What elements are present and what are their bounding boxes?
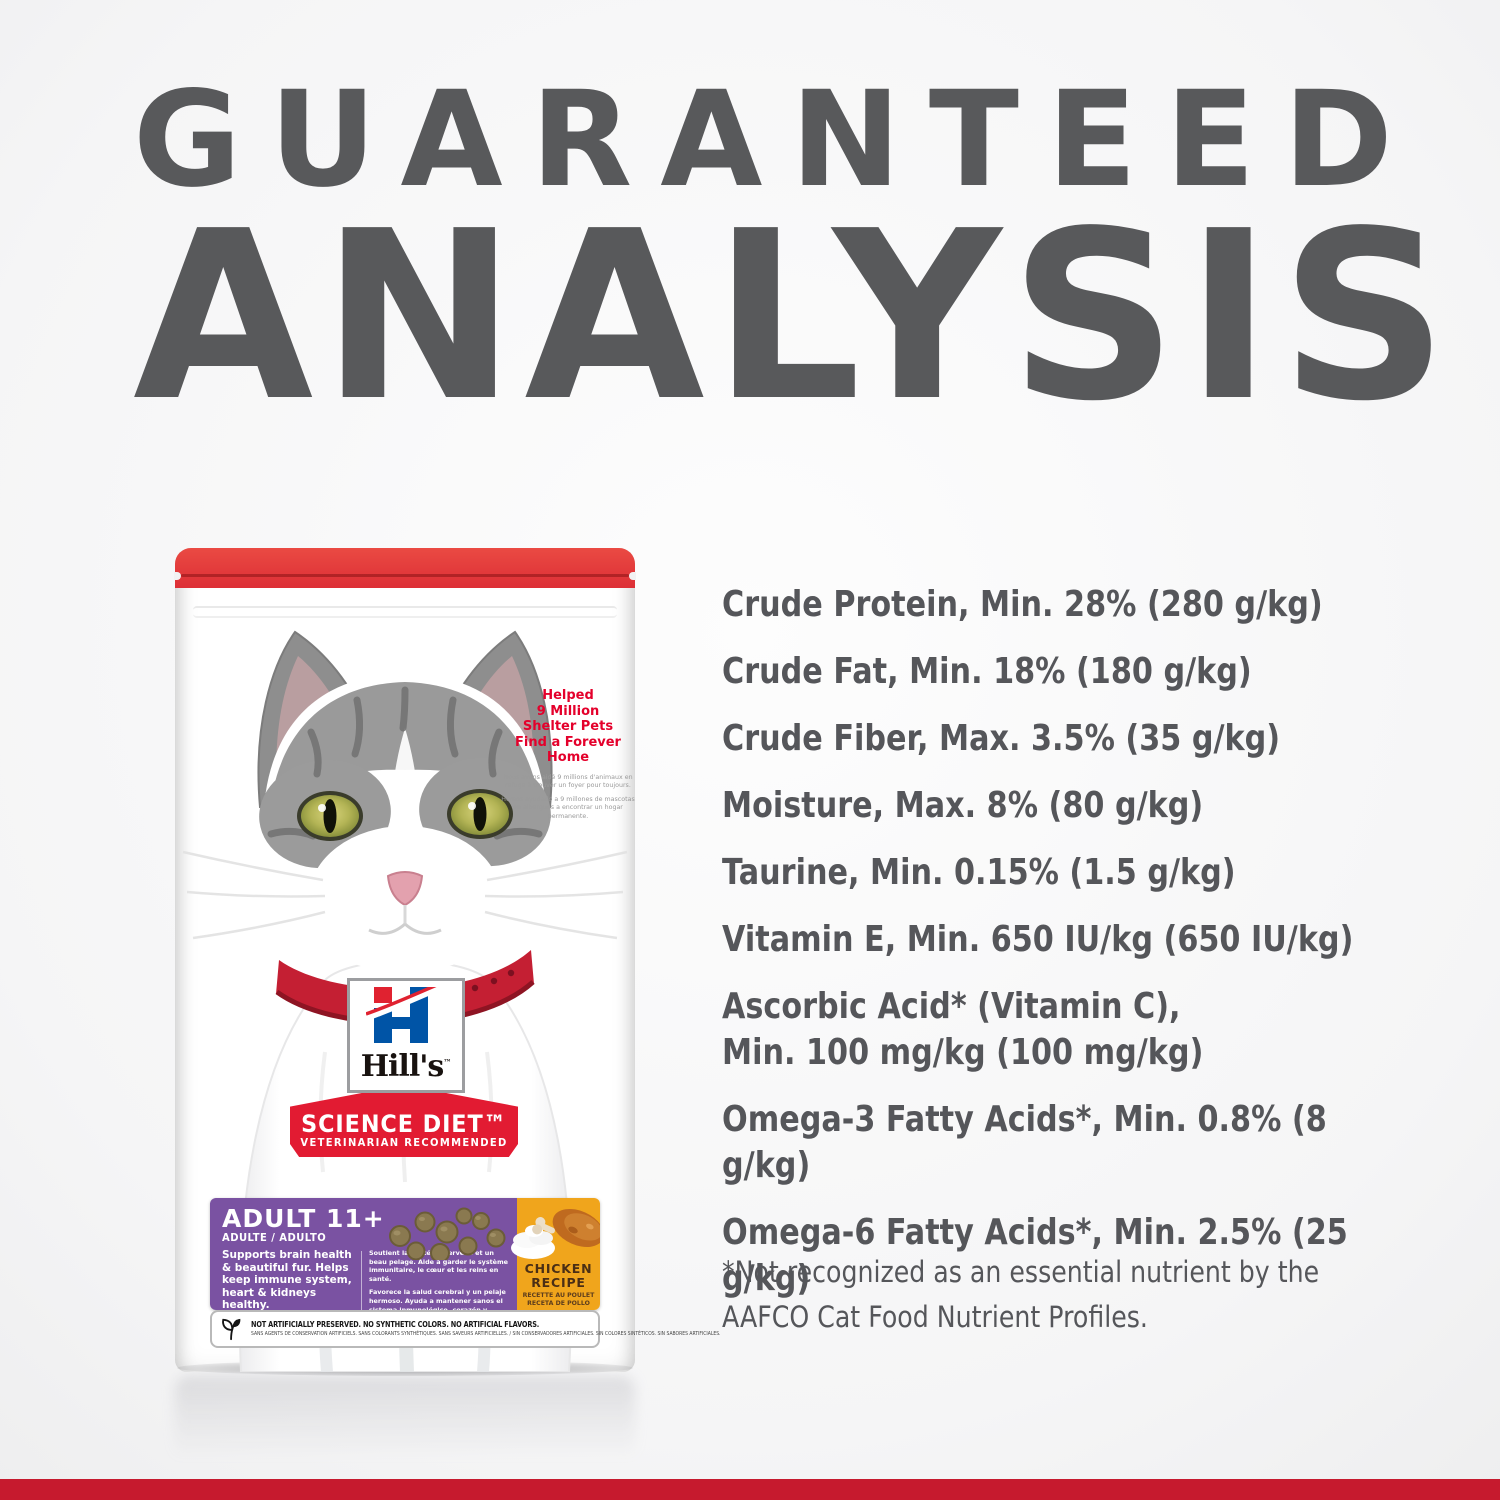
bag-zipper-line xyxy=(181,574,629,577)
bag-top-seal xyxy=(175,548,635,588)
disclaimer-alt: SANS AGENTS DE CONSERVATION ARTIFICIELS.… xyxy=(251,1331,721,1337)
rice-pile xyxy=(511,1225,555,1259)
helped-headline: Helped 9 Million Shelter Pets Find a For… xyxy=(515,688,621,765)
product-name: ADULT 11+ xyxy=(222,1204,385,1233)
guaranteed-analysis-list: Crude Protein, Min. 28% (280 g/kg) Crude… xyxy=(722,582,1482,1323)
helped-subtext-es: Hemos ayudado a 9 millones de mascotas e… xyxy=(501,795,635,820)
veterinarian-recommended-tagline: VETERINARIAN RECOMMENDED xyxy=(300,1137,508,1149)
list-item: Omega-6 Fatty Acids*, Min. 2.5% (25 g/kg… xyxy=(722,1212,1348,1299)
benefit-divider xyxy=(361,1251,362,1310)
product-info-purple-panel: ADULT 11+ ADULTE / ADULTO Supports brain… xyxy=(210,1198,517,1310)
hills-wordmark: Hill's™ xyxy=(350,1047,462,1082)
list-item: Taurine, Min. 0.15% (1.5 g/kg) xyxy=(722,852,1236,893)
bag-notch-left xyxy=(174,572,181,580)
list-item: Omega-3 Fatty Acids*, Min. 0.8% (8 g/kg) xyxy=(722,1099,1327,1186)
list-item: Crude Protein, Min. 28% (280 g/kg) xyxy=(722,584,1323,625)
product-name-alt: ADULTE / ADULTO xyxy=(222,1232,327,1244)
list-item: Ascorbic Acid* (Vitamin C), Min. 100 mg/… xyxy=(722,986,1204,1073)
product-info-gold-panel: CHICKEN RECIPE RECETTE AU POULET RECETA … xyxy=(511,1198,600,1310)
product-bag: Helped 9 Million Shelter Pets Find a For… xyxy=(174,548,721,1376)
benefit-text-en: Supports brain health & beautiful fur. H… xyxy=(222,1249,352,1310)
list-item: Crude Fiber, Max. 3.5% (35 g/kg) xyxy=(722,718,1281,759)
bag-notch-right xyxy=(629,572,636,580)
recipe-name: CHICKEN RECIPE xyxy=(524,1261,593,1290)
cat-eyes xyxy=(297,789,513,841)
leaf-icon xyxy=(222,1318,241,1341)
recipe-name-alt: RECETTE AU POULET RECETA DE POLLO xyxy=(522,1292,595,1307)
helped-shelter-pets-callout: Helped 9 Million Shelter Pets Find a For… xyxy=(498,688,638,821)
bottom-accent-bar xyxy=(0,1479,1500,1500)
bag-seam xyxy=(193,606,617,618)
hills-wordmark-text: Hill's xyxy=(360,1049,445,1084)
aafco-footnote: *Not recognized as an essential nutrient… xyxy=(722,1255,1320,1334)
disclaimer-main: NOT ARTIFICIALLY PRESERVED. NO SYNTHETIC… xyxy=(251,1320,540,1329)
helped-subtext-fr: Nous avons aidé 9 millions d'animaux en … xyxy=(503,773,633,790)
benefit-text-es: Favorece la salud cerebral y un pelaje h… xyxy=(369,1288,506,1310)
list-item: Vitamin E, Min. 650 IU/kg (650 IU/kg) xyxy=(722,919,1354,960)
kibble-pieces-icon xyxy=(389,1207,506,1260)
hills-logo-box: Hill's™ xyxy=(347,978,465,1093)
list-item: Moisture, Max. 8% (80 g/kg) xyxy=(722,785,1204,826)
page-title-line1: GUARANTEED xyxy=(133,63,1421,217)
bag-reflection xyxy=(175,1376,635,1471)
science-diet-wordmark: SCIENCE DIET™ xyxy=(301,1110,507,1138)
page-title-line2: ANALYSIS xyxy=(133,181,1456,452)
list-item: Crude Fat, Min. 18% (180 g/kg) xyxy=(722,651,1252,692)
product-info-band: ADULT 11+ ADULTE / ADULTO Supports brain… xyxy=(210,1198,600,1310)
trademark-symbol: ™ xyxy=(443,1057,452,1067)
hills-h-logo-icon xyxy=(364,979,448,1043)
no-artificial-strip: NOT ARTIFICIALLY PRESERVED. NO SYNTHETIC… xyxy=(210,1310,721,1348)
disclaimer-text-block: NOT ARTIFICIALLY PRESERVED. NO SYNTHETIC… xyxy=(251,1320,824,1338)
chicken-drumstick-icon xyxy=(511,1208,600,1259)
